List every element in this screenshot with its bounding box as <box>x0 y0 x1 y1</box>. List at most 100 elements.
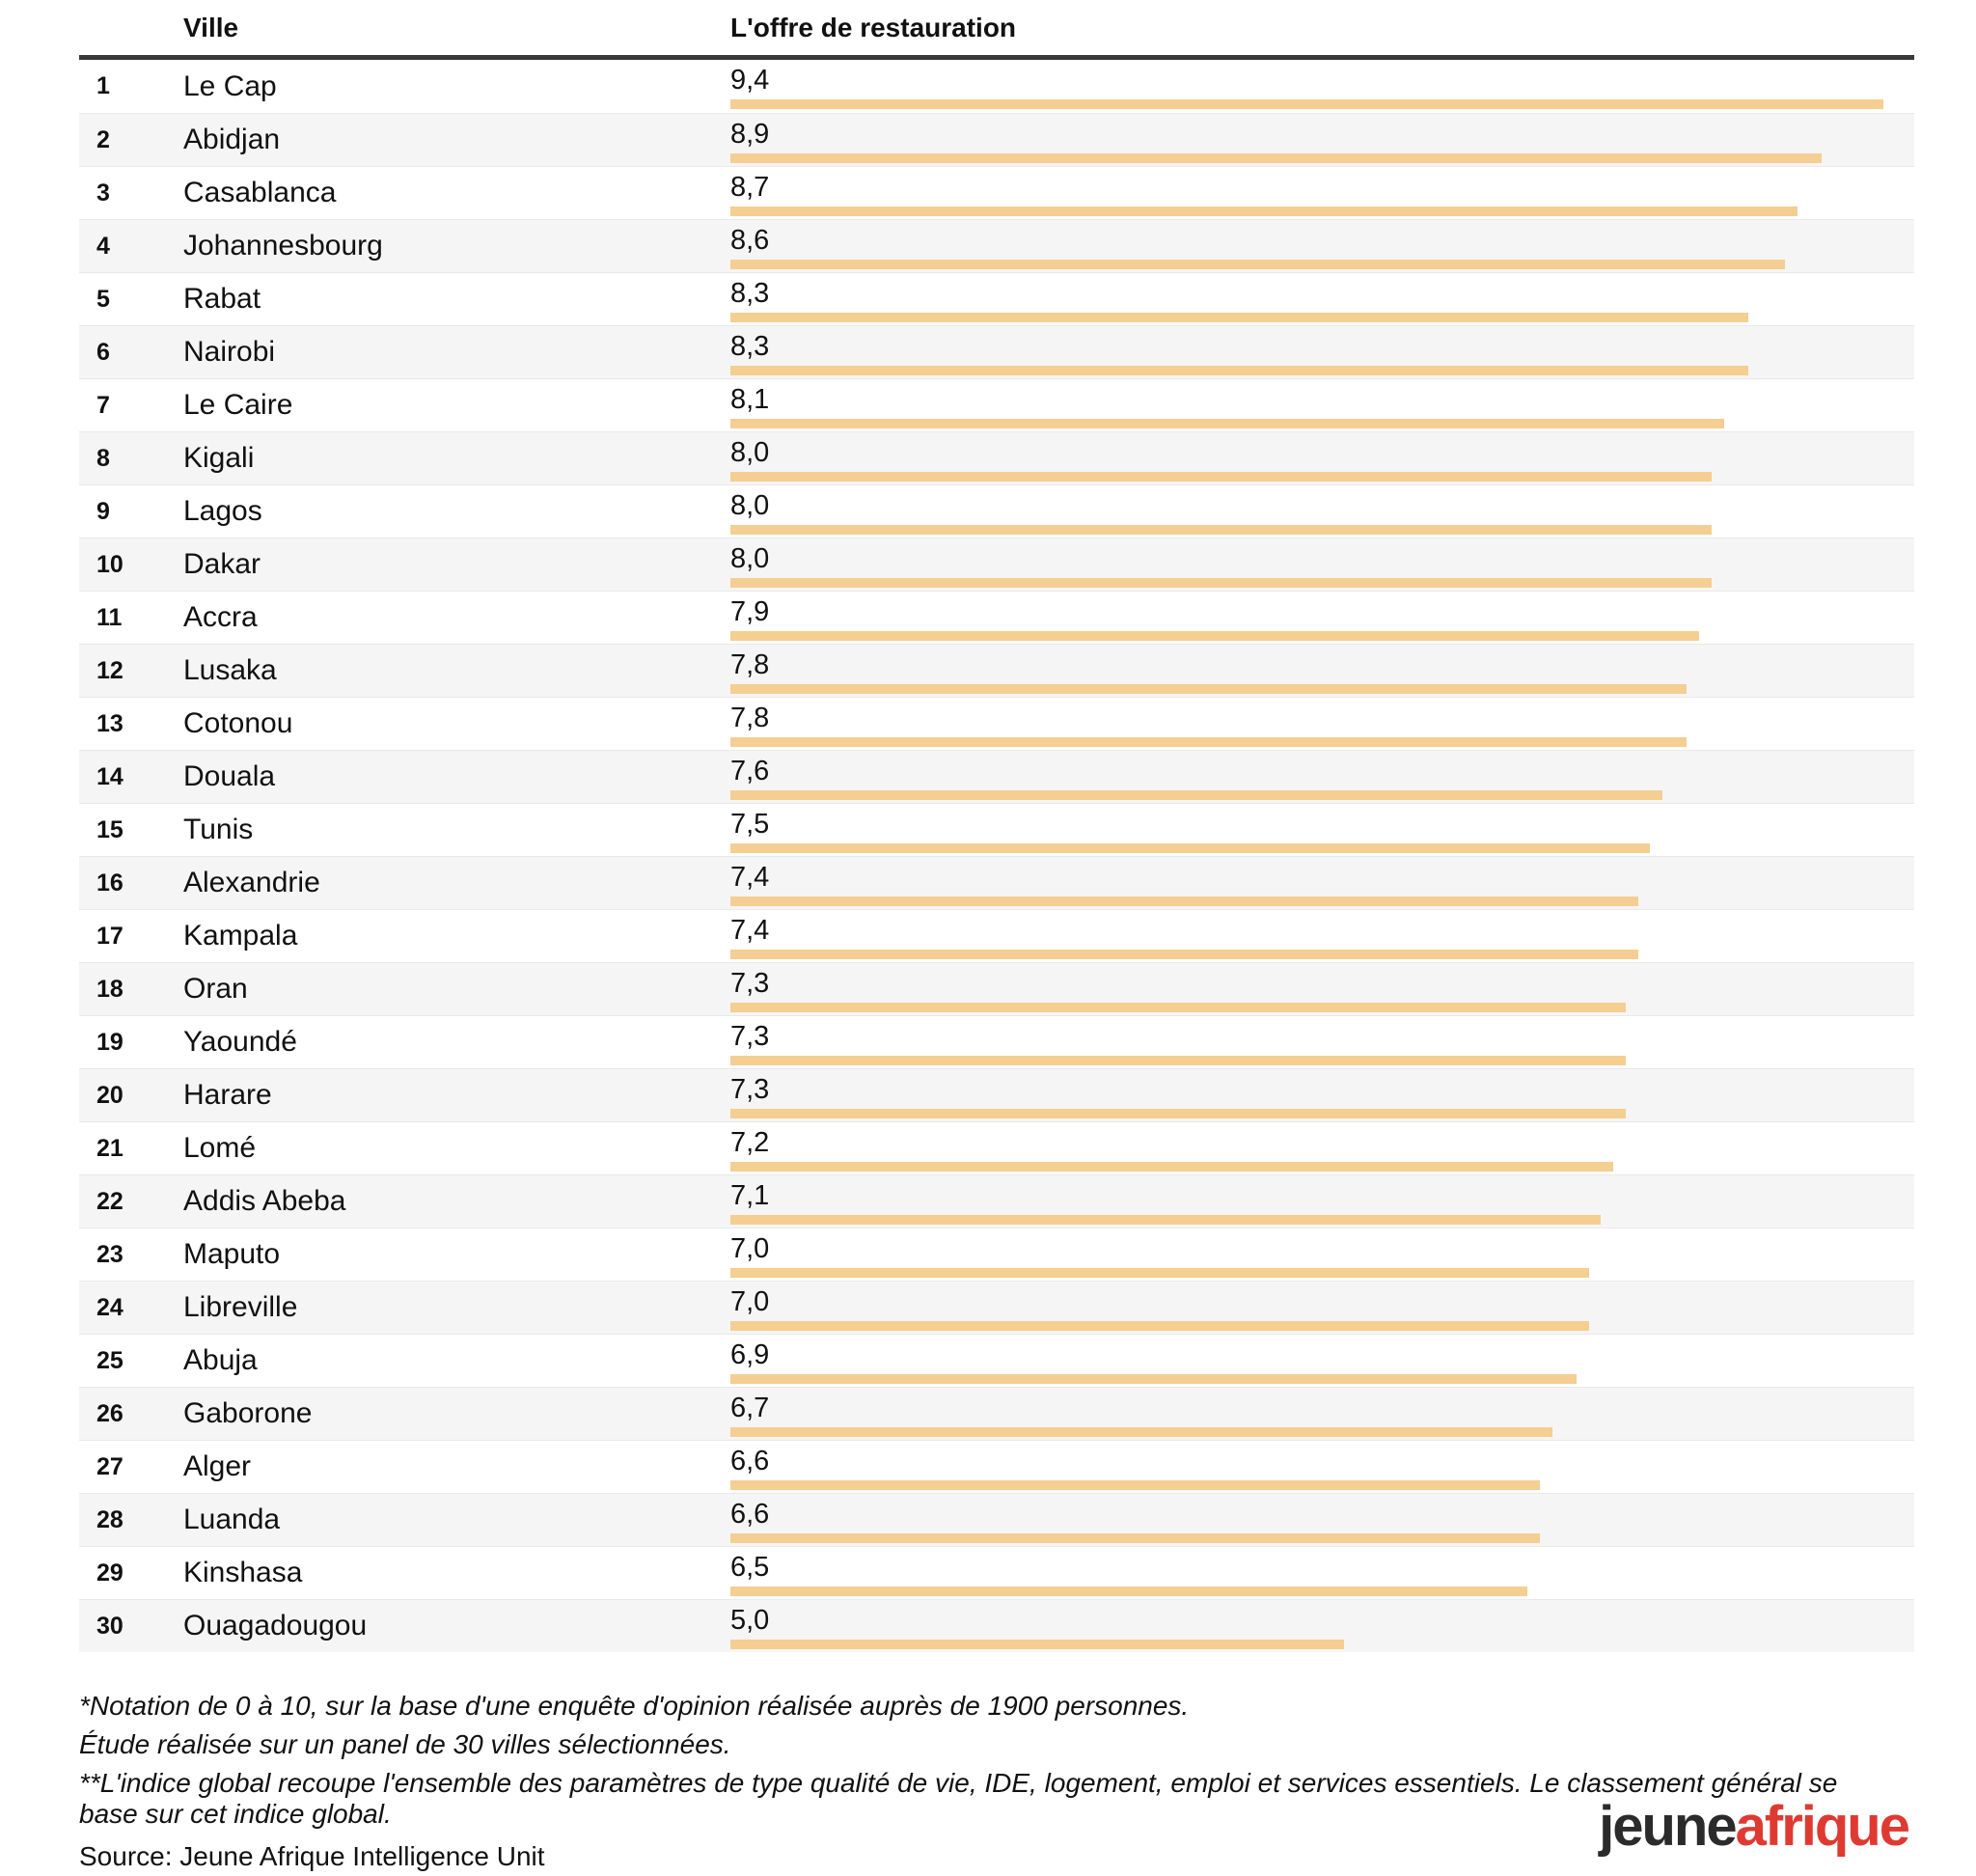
city-cell: Alger <box>183 1450 252 1482</box>
city-cell: Ouagadougou <box>183 1610 368 1642</box>
table-row: 22 Addis Abeba 7,1 <box>79 1174 1914 1228</box>
table-row: 15 Tunis 7,5 <box>79 803 1914 856</box>
rank-cell: 6 <box>96 338 110 366</box>
table-row: 28 Luanda 6,6 <box>79 1493 1914 1546</box>
score-value-label: 7,4 <box>730 862 770 893</box>
city-cell: Accra <box>183 601 258 633</box>
score-bar <box>730 1427 1552 1437</box>
rank-cell: 1 <box>96 72 110 99</box>
score-bar <box>730 1321 1589 1331</box>
rank-cell: 21 <box>96 1134 124 1162</box>
score-value-label: 7,1 <box>730 1180 770 1211</box>
logo-part-jeune: jeune <box>1599 1795 1737 1858</box>
rank-cell: 4 <box>96 232 110 260</box>
score-bar <box>730 843 1650 853</box>
table-row: 4 Johannesbourg 8,6 <box>79 219 1914 272</box>
score-bar <box>730 897 1638 906</box>
rank-cell: 28 <box>96 1505 124 1533</box>
rank-cell: 29 <box>96 1559 124 1586</box>
table-row: 11 Accra 7,9 <box>79 591 1914 644</box>
city-cell: Kigali <box>183 442 255 474</box>
score-cell: 7,3 <box>730 963 1914 1015</box>
score-cell: 8,0 <box>730 485 1914 538</box>
rank-cell: 7 <box>96 391 110 419</box>
score-cell: 8,0 <box>730 538 1914 591</box>
score-bar <box>730 1162 1613 1172</box>
score-value-label: 6,7 <box>730 1393 770 1423</box>
city-cell: Yaoundé <box>183 1026 297 1058</box>
city-cell: Maputo <box>183 1238 281 1270</box>
rank-cell: 30 <box>96 1612 124 1640</box>
rank-cell: 9 <box>96 497 110 525</box>
score-bar <box>730 1586 1527 1596</box>
table-header: Ville L'offre de restauration <box>79 0 1914 55</box>
score-bar <box>730 366 1748 375</box>
table-row: 12 Lusaka 7,8 <box>79 644 1914 697</box>
score-cell: 7,0 <box>730 1228 1914 1281</box>
table-row: 16 Alexandrie 7,4 <box>79 856 1914 909</box>
score-bar <box>730 1268 1589 1278</box>
score-value-label: 8,3 <box>730 331 770 362</box>
rank-cell: 10 <box>96 550 124 578</box>
score-value-label: 7,2 <box>730 1127 770 1158</box>
score-bar <box>730 1640 1344 1649</box>
table-row: 21 Lomé 7,2 <box>79 1121 1914 1174</box>
table-row: 29 Kinshasa 6,5 <box>79 1546 1914 1599</box>
score-value-label: 8,3 <box>730 278 770 309</box>
rank-cell: 2 <box>96 125 110 153</box>
score-value-label: 8,9 <box>730 119 770 150</box>
score-value-label: 7,6 <box>730 756 770 786</box>
score-bar <box>730 1003 1626 1012</box>
score-cell: 7,6 <box>730 751 1914 803</box>
score-cell: 7,5 <box>730 804 1914 856</box>
score-bar <box>730 684 1687 694</box>
city-cell: Cotonou <box>183 707 293 739</box>
table-row: 8 Kigali 8,0 <box>79 431 1914 484</box>
score-cell: 7,8 <box>730 698 1914 750</box>
score-cell: 7,3 <box>730 1016 1914 1068</box>
score-value-label: 7,9 <box>730 596 770 627</box>
rank-cell: 19 <box>96 1028 124 1056</box>
header-divider-rule <box>79 55 1914 60</box>
city-cell: Le Caire <box>183 389 293 421</box>
score-cell: 6,9 <box>730 1335 1914 1387</box>
table-row: 14 Douala 7,6 <box>79 750 1914 803</box>
score-value-label: 6,9 <box>730 1339 770 1370</box>
city-cell: Tunis <box>183 814 254 845</box>
table-row: 27 Alger 6,6 <box>79 1440 1914 1493</box>
score-bar <box>730 950 1638 959</box>
rank-cell: 11 <box>96 603 123 631</box>
rank-cell: 18 <box>96 975 124 1003</box>
table-row: 24 Libreville 7,0 <box>79 1281 1914 1334</box>
score-value-label: 8,7 <box>730 172 770 203</box>
score-value-label: 7,3 <box>730 1021 770 1052</box>
score-bar <box>730 1109 1626 1118</box>
table-row: 2 Abidjan 8,9 <box>79 113 1914 166</box>
jeune-afrique-logo: jeuneafrique <box>1599 1799 1910 1855</box>
city-cell: Gaborone <box>183 1397 313 1429</box>
score-value-label: 7,3 <box>730 968 770 999</box>
table-row: 13 Cotonou 7,8 <box>79 697 1914 750</box>
score-bar <box>730 525 1712 535</box>
score-value-label: 8,0 <box>730 490 770 521</box>
city-cell: Lagos <box>183 495 262 527</box>
score-bar <box>730 631 1699 641</box>
score-value-label: 6,6 <box>730 1499 770 1530</box>
city-cell: Nairobi <box>183 336 276 368</box>
table-row: 26 Gaborone 6,7 <box>79 1387 1914 1440</box>
score-bar <box>730 260 1785 269</box>
score-bar <box>730 737 1687 747</box>
table-row: 30 Ouagadougou 5,0 <box>79 1599 1914 1652</box>
city-cell: Kampala <box>183 920 298 952</box>
score-cell: 6,5 <box>730 1547 1914 1599</box>
footnote-global-index: **L'indice global recoupe l'ensemble des… <box>79 1768 1838 1829</box>
table-row: 9 Lagos 8,0 <box>79 484 1914 538</box>
score-value-label: 6,5 <box>730 1552 770 1583</box>
score-bar <box>730 1374 1577 1384</box>
table-row: 23 Maputo 7,0 <box>79 1228 1914 1281</box>
score-bar <box>730 99 1883 109</box>
score-bar <box>730 153 1822 163</box>
table-row: 17 Kampala 7,4 <box>79 909 1914 962</box>
rank-cell: 13 <box>96 709 124 737</box>
score-bar <box>730 207 1798 216</box>
